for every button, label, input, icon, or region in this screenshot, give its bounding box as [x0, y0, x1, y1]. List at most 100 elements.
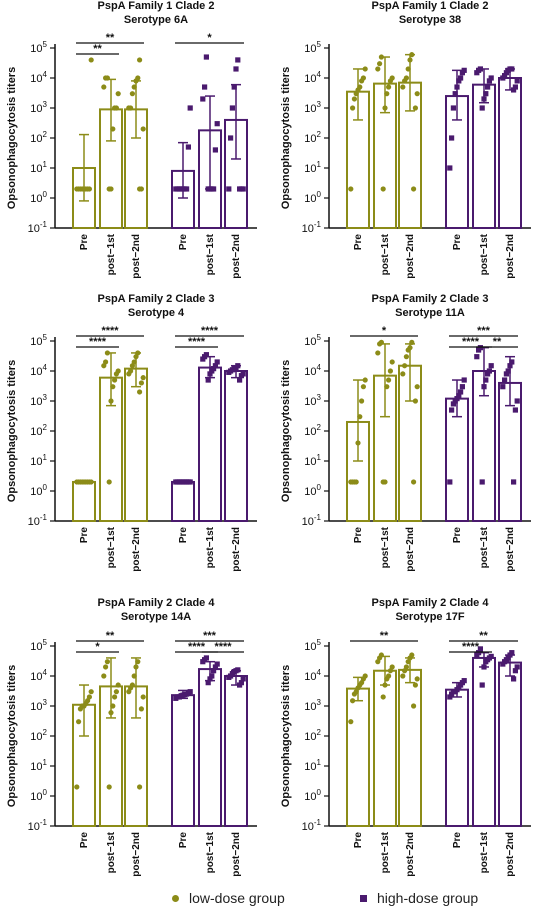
data-point	[447, 694, 453, 700]
bar	[224, 370, 248, 522]
data-point	[461, 678, 467, 684]
data-point	[382, 479, 388, 485]
x-tick-label: Pre	[178, 527, 189, 544]
data-point	[108, 398, 114, 404]
x-tick-label: post−1st	[205, 526, 216, 568]
data-point	[211, 366, 217, 372]
data-point	[409, 339, 415, 345]
significance-label: ****	[201, 325, 219, 337]
data-point	[477, 66, 483, 72]
data-point	[129, 682, 135, 688]
data-point	[449, 407, 455, 413]
significance-label: ****	[462, 641, 480, 653]
y-tick-label: 104	[304, 70, 321, 85]
bar	[198, 668, 222, 828]
data-point	[214, 121, 220, 127]
data-point	[140, 126, 146, 132]
data-point	[211, 186, 217, 192]
data-point	[207, 676, 213, 682]
legend-low-marker	[172, 894, 179, 902]
significance-label: ****	[214, 641, 232, 653]
x-tick-label: post−2nd	[405, 234, 416, 279]
data-point	[456, 393, 462, 399]
x-tick-label: Pre	[79, 832, 90, 849]
data-point	[104, 659, 110, 665]
figure: PspA Family 1 Clade 2 Serotype 6A Opsonoph…	[6, 0, 531, 877]
legend-high-marker	[360, 894, 367, 902]
data-point	[350, 698, 356, 704]
significance-label: ****	[188, 336, 206, 348]
data-point	[481, 96, 487, 102]
x-tick-label: Pre	[353, 234, 364, 251]
data-point	[450, 105, 456, 111]
data-point	[483, 91, 489, 97]
y-axis-label: Opsonophagocytosis titers	[6, 665, 18, 807]
data-point	[131, 359, 137, 365]
legend: low-dose group high-dose group	[0, 884, 550, 916]
data-point	[88, 479, 94, 485]
data-point	[500, 384, 506, 390]
data-point	[137, 784, 143, 790]
data-point	[351, 96, 357, 102]
data-point	[447, 165, 453, 171]
y-tick-label: 10-1	[28, 513, 48, 528]
data-point	[412, 105, 418, 111]
x-tick-label: Pre	[452, 234, 463, 251]
data-point	[411, 479, 417, 485]
data-point	[200, 96, 206, 102]
data-point	[387, 368, 393, 374]
x-tick-label: Pre	[353, 527, 364, 544]
x-tick-label: Pre	[178, 832, 189, 849]
data-point	[128, 368, 134, 374]
data-point	[88, 689, 94, 695]
data-point	[407, 57, 413, 63]
data-point	[447, 479, 453, 485]
chart-panel: PspA Family 1 Clade 2 Serotype 6A Opsonoph…	[6, 0, 257, 279]
data-point	[509, 66, 515, 72]
data-point	[488, 653, 494, 660]
data-point	[485, 371, 491, 377]
chart-title: PspA Family 2 Clade 3	[372, 293, 489, 305]
x-tick-label: post−2nd	[405, 832, 416, 877]
y-tick-label: 105	[30, 638, 47, 653]
data-point	[386, 84, 392, 90]
data-point	[360, 75, 366, 81]
y-tick-label: 103	[30, 100, 47, 115]
y-tick-label: 101	[30, 758, 47, 773]
x-tick-label: post−1st	[106, 526, 117, 568]
data-point	[140, 694, 146, 700]
y-tick-label: 102	[30, 130, 47, 145]
bar	[72, 480, 96, 522]
data-point	[86, 694, 92, 700]
data-point	[384, 91, 390, 97]
x-tick-label: post−1st	[106, 831, 117, 873]
data-point	[384, 384, 390, 390]
data-point	[509, 359, 515, 365]
chart-panel: PspA Family 2 Clade 4 Serotype 17F Opsonop…	[280, 597, 531, 877]
data-point	[514, 398, 520, 404]
data-point	[131, 84, 137, 90]
data-point	[128, 105, 134, 111]
y-tick-label: 104	[30, 70, 47, 85]
data-point	[459, 384, 465, 390]
data-point	[378, 339, 384, 345]
data-point	[240, 371, 246, 377]
x-tick-label: post−1st	[380, 526, 391, 568]
data-point	[108, 186, 114, 192]
significance-label: ****	[462, 336, 480, 348]
y-tick-label: 102	[30, 423, 47, 438]
data-point	[362, 673, 368, 679]
significance-label: *	[207, 32, 212, 44]
data-point	[514, 664, 520, 670]
data-point	[450, 401, 456, 407]
data-point	[511, 479, 517, 485]
data-point	[402, 363, 408, 369]
data-point	[138, 186, 144, 192]
data-point	[235, 363, 241, 369]
data-point	[488, 363, 494, 369]
data-point	[137, 57, 143, 63]
data-point	[382, 682, 388, 688]
significance-label: ***	[203, 630, 217, 642]
y-tick-label: 10-1	[28, 220, 48, 235]
chart-subtitle: Serotype 4	[128, 307, 185, 319]
